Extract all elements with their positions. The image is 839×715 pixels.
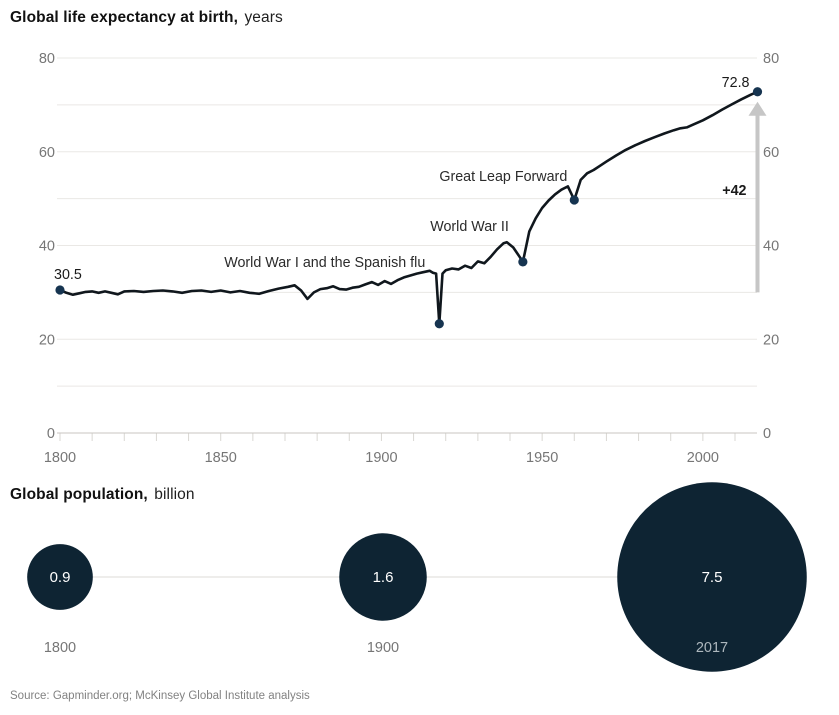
data-point-dot — [752, 87, 763, 97]
x-axis-label: 1800 — [44, 450, 76, 466]
x-axis-label: 1900 — [365, 450, 397, 466]
life-chart-title: Global life expectancy at birth, years — [10, 9, 283, 27]
bubble-year-label: 2017 — [696, 640, 728, 656]
data-point-dot — [569, 195, 579, 205]
y-axis-label-left: 0 — [47, 426, 55, 442]
annotation-72-8: 72.8 — [722, 75, 750, 91]
y-axis-label-left: 80 — [39, 51, 55, 67]
y-axis-label-left: 20 — [39, 332, 55, 348]
annotation-42: +42 — [722, 183, 746, 199]
population-bubble — [339, 533, 427, 621]
y-axis-label-left: 40 — [39, 239, 55, 255]
population-chart-title-text: Global population, — [10, 486, 148, 503]
life-chart-title-text: Global life expectancy at birth, — [10, 9, 239, 26]
y-axis-label-right: 80 — [763, 51, 779, 67]
x-axis-label: 1850 — [205, 450, 237, 466]
y-axis-label-left: 60 — [39, 145, 55, 161]
life-expectancy-line-chart: 0 0 20 20 40 40 60 60 80 80 1800 1850 1900 1950 2000 30… — [39, 51, 779, 466]
bubble-year-label: 1800 — [44, 640, 76, 656]
x-axis-label: 2000 — [687, 450, 719, 466]
bubble-value-label: 1.6 — [373, 569, 394, 586]
life-chart-title-unit: years — [244, 9, 283, 26]
population-chart-title-unit: billion — [154, 486, 195, 503]
bubble-value-label: 0.9 — [50, 569, 71, 586]
population-bubble — [27, 544, 93, 610]
population-bubble — [617, 482, 807, 672]
annotation-world-war-ii: World War II — [430, 219, 509, 235]
life-expectancy-line — [58, 90, 759, 326]
bubble-value-label: 7.5 — [702, 569, 723, 586]
y-axis-label-right: 40 — [763, 239, 779, 255]
source-note: Source: Gapminder.org; McKinsey Global I… — [10, 690, 310, 702]
data-point-dot — [434, 319, 444, 329]
y-axis-label-right: 0 — [763, 426, 771, 442]
population-bubble-chart: 0.9 1800 1.6 1900 7.5 2017 — [27, 482, 807, 672]
gain-arrow-head — [748, 101, 767, 116]
annotation-30-5: 30.5 — [54, 267, 82, 283]
annotation-great-leap-forward: Great Leap Forward — [439, 169, 567, 185]
bubble-year-label: 1900 — [367, 640, 399, 656]
y-axis-label-right: 60 — [763, 145, 779, 161]
population-chart-title: Global population, billion — [10, 486, 195, 504]
data-point-dot — [55, 285, 65, 295]
y-axis-label-right: 20 — [763, 332, 779, 348]
x-axis-label: 1950 — [526, 450, 558, 466]
annotation-world-war-i-and-the-spanish-flu: World War I and the Spanish flu — [224, 255, 425, 271]
data-point-dot — [518, 257, 528, 267]
